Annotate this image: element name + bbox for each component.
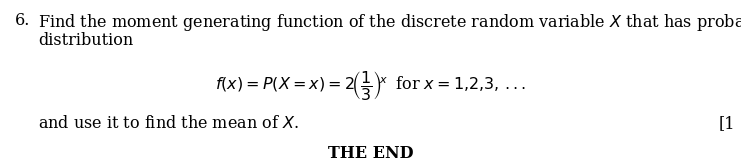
Text: Find the moment generating function of the discrete random variable $\mathit{X}$: Find the moment generating function of t… [38,12,741,33]
Text: $f(x) = P(X = x) = 2\!\left(\dfrac{1}{3}\right)^{\!x}$$\;\;$for $x = 1{,}2{,}3{,: $f(x) = P(X = x) = 2\!\left(\dfrac{1}{3}… [215,69,526,102]
Text: distribution: distribution [38,32,133,49]
Text: and use it to find the mean of $\mathit{X}$.: and use it to find the mean of $\mathit{… [38,115,299,132]
Text: 6.: 6. [15,12,30,29]
Text: THE END: THE END [328,145,413,159]
Text: [1: [1 [719,115,735,132]
